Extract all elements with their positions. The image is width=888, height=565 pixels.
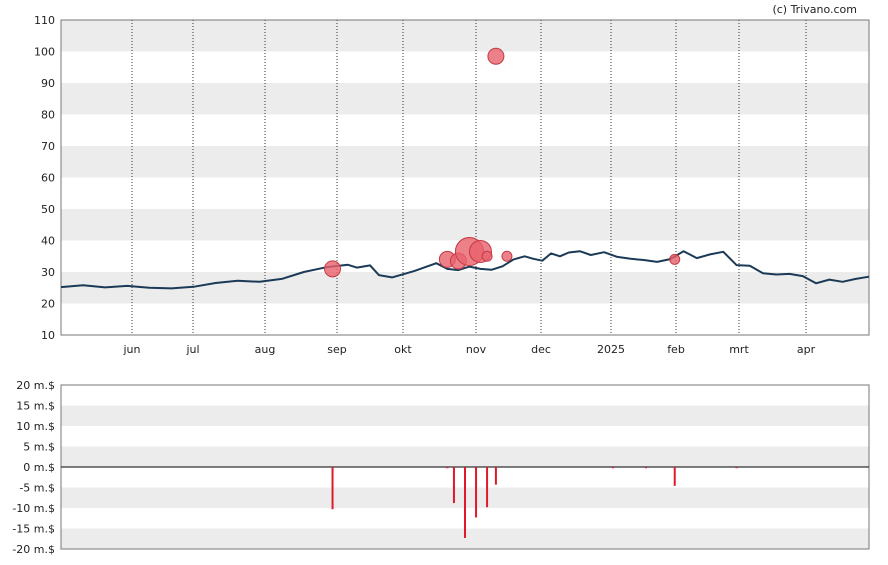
- price-plot-frame: [60, 19, 870, 336]
- volume-bar: [673, 467, 676, 486]
- price-grid-band: [61, 146, 869, 178]
- price-y-tick-label: 20: [41, 298, 55, 311]
- volume-grid-band: [61, 405, 869, 426]
- volume-grid-band: [61, 446, 869, 467]
- price-y-tick-label: 90: [41, 77, 55, 90]
- price-x-tick-label: 2025: [597, 343, 625, 356]
- price-x-tick-label: okt: [394, 343, 412, 356]
- insider-trade-bubble: [487, 47, 505, 65]
- volume-bar: [446, 467, 449, 469]
- price-x-tick-label: aug: [255, 343, 276, 356]
- price-line: [60, 250, 870, 290]
- volume-bar: [452, 467, 455, 504]
- volume-bar: [475, 467, 478, 518]
- volume-y-tick-label: 0 m.$: [23, 461, 55, 474]
- insider-trade-bubble: [501, 250, 513, 262]
- price-y-tick-label: 110: [34, 14, 55, 27]
- price-x-tick-label: jul: [185, 343, 199, 356]
- volume-y-tick-label: -5 m.$: [19, 482, 55, 495]
- volume-bar: [645, 467, 648, 469]
- price-grid-band: [61, 20, 869, 52]
- volume-y-tick-label: -20 m.$: [12, 543, 55, 556]
- price-x-tick-label: apr: [797, 343, 816, 356]
- insider-trade-bubble: [481, 250, 493, 262]
- price-y-tick-label: 60: [41, 172, 55, 185]
- volume-y-tick-label: -15 m.$: [12, 523, 55, 536]
- price-y-tick-label: 30: [41, 266, 55, 279]
- price-y-tick-label: 100: [34, 46, 55, 59]
- volume-bar: [331, 467, 334, 510]
- price-x-tick-label: nov: [466, 343, 487, 356]
- price-x-tick-label: sep: [327, 343, 346, 356]
- price-x-tick-label: feb: [667, 343, 685, 356]
- price-y-tick-label: 10: [41, 329, 55, 342]
- volume-y-tick-label: 15 m.$: [16, 400, 55, 413]
- price-y-tick-label: 70: [41, 140, 55, 153]
- credit-label: (c) Trivano.com: [772, 3, 857, 16]
- volume-y-tick-label: 20 m.$: [16, 379, 55, 392]
- volume-y-tick-label: 10 m.$: [16, 420, 55, 433]
- volume-y-tick-label: 5 m.$: [23, 441, 55, 454]
- volume-bar: [494, 467, 497, 485]
- price-grid-band: [61, 209, 869, 241]
- insider-trade-bubble: [669, 253, 681, 265]
- price-y-tick-label: 50: [41, 203, 55, 216]
- price-y-tick-label: 40: [41, 235, 55, 248]
- volume-bar: [735, 467, 738, 469]
- price-grid-band: [61, 272, 869, 304]
- price-x-tick-label: jun: [123, 343, 141, 356]
- volume-grid-band: [61, 528, 869, 549]
- volume-y-tick-label: -10 m.$: [12, 502, 55, 515]
- insider-trade-bubble: [324, 260, 342, 278]
- price-y-tick-label: 80: [41, 109, 55, 122]
- price-x-tick-label: dec: [531, 343, 551, 356]
- price-x-tick-label: mrt: [729, 343, 749, 356]
- volume-bar: [464, 467, 466, 538]
- volume-bar: [486, 467, 489, 508]
- volume-bar: [611, 467, 614, 469]
- price-grid-band: [61, 83, 869, 115]
